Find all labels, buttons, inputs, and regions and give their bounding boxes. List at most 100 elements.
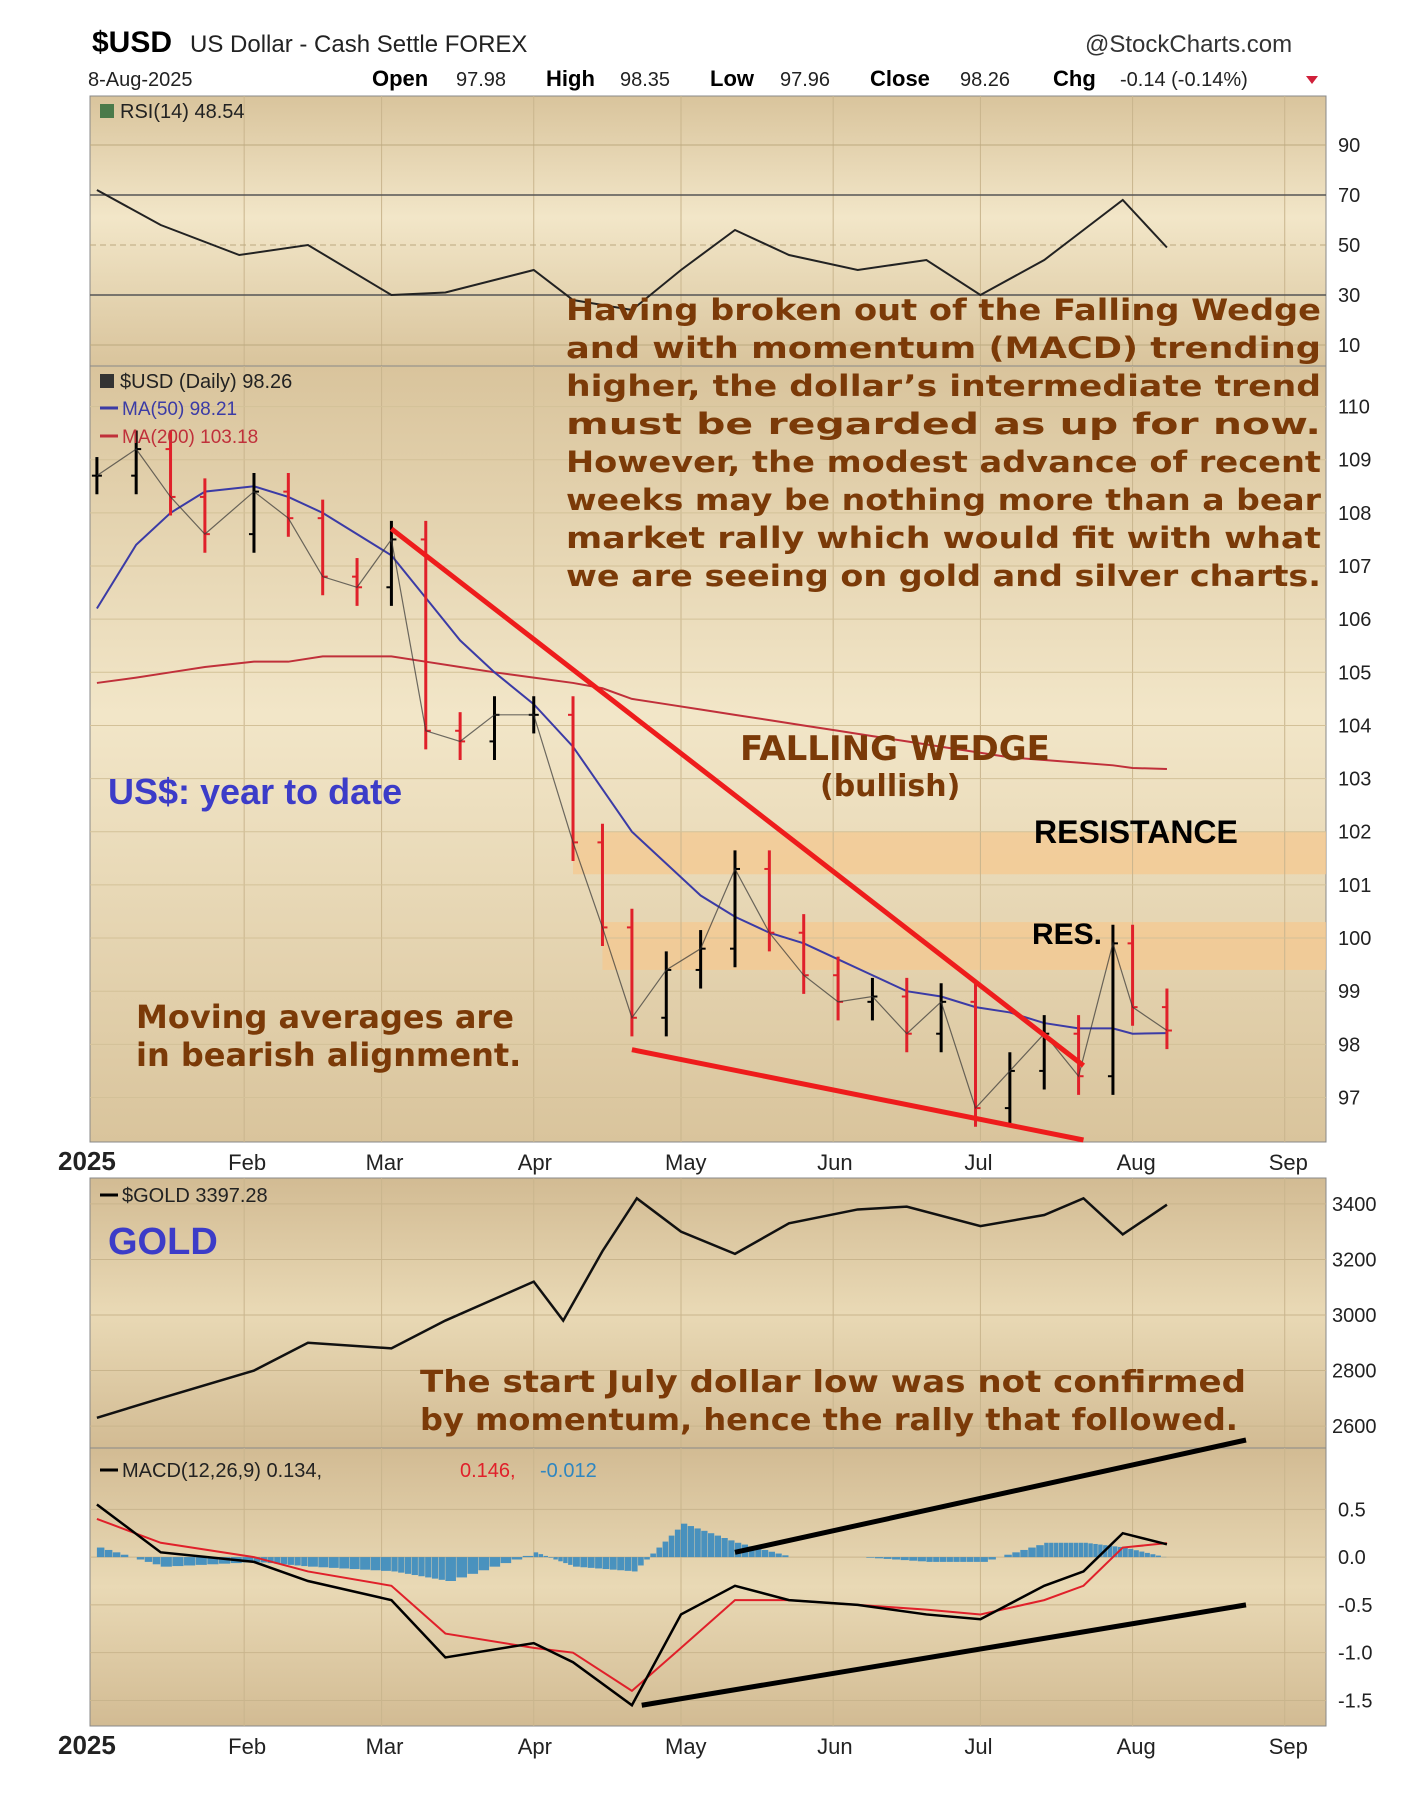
macd-histogram-bar <box>960 1557 966 1562</box>
macd-panel <box>90 1448 1326 1726</box>
macd-histogram-bar <box>782 1555 788 1557</box>
macd-tick-label: -0.5 <box>1338 1595 1372 1617</box>
macd-histogram-bar <box>1064 1543 1068 1557</box>
price-tick-label: 103 <box>1338 769 1371 791</box>
macd-histogram-bar <box>539 1554 543 1557</box>
macd-histogram-bar <box>638 1557 644 1565</box>
macd-histogram-bar <box>398 1557 404 1573</box>
macd-histogram-bar <box>456 1557 467 1577</box>
macd-histogram-bar <box>644 1557 650 1559</box>
macd-histogram-bar <box>602 1557 609 1569</box>
commentary-line-8: we are seeing on gold and silver charts. <box>566 559 1321 593</box>
rsi-legend-text: RSI(14) 48.54 <box>120 101 245 123</box>
macd-histogram-bar <box>1150 1554 1155 1557</box>
x-tick-label: May <box>665 1150 707 1175</box>
macd-histogram-bar <box>153 1557 160 1564</box>
macd-histogram-bar <box>371 1557 381 1570</box>
macd-histogram-bar <box>1054 1543 1058 1557</box>
macd-axis: 0.50.0-0.5-1.0-1.5 <box>1338 1499 1372 1712</box>
macd-histogram-bar <box>184 1557 195 1565</box>
macd-histogram-bar <box>1044 1543 1048 1557</box>
price-tick-label: 101 <box>1338 875 1371 897</box>
year-to-date-title: US$: year to date <box>108 771 402 812</box>
commentary-line-6: weeks may be nothing more than a bear <box>566 483 1322 517</box>
macd-histogram-bar <box>650 1554 656 1558</box>
gold-note-line-1: The start July dollar low was not confir… <box>420 1365 1246 1400</box>
macd-histogram-bar <box>974 1557 980 1562</box>
macd-histogram-bar <box>656 1548 662 1558</box>
price-legend-text: $USD (Daily) 98.26 <box>120 371 292 393</box>
price-tick-label: 107 <box>1338 556 1371 578</box>
res-label: RES. <box>1032 918 1102 951</box>
macd-histogram-bar <box>688 1526 694 1557</box>
macd-histogram-bar <box>391 1557 397 1571</box>
macd-histogram-bar <box>1123 1548 1128 1558</box>
macd-histogram-bar <box>445 1557 456 1581</box>
rsi-tick-label: 90 <box>1338 135 1360 157</box>
gold-legend-text: $GOLD 3397.28 <box>122 1185 268 1207</box>
x-tick-label: Mar <box>366 1150 404 1175</box>
macd-histogram-bar <box>563 1557 567 1563</box>
macd-histogram-bar <box>145 1557 152 1562</box>
low-label: Low <box>710 66 755 91</box>
gold-tick-label: 3400 <box>1332 1194 1377 1216</box>
macd-histogram-bar <box>883 1557 891 1559</box>
open-value: 97.98 <box>456 69 506 91</box>
x-tick-label: Jun <box>817 1150 852 1175</box>
gold-tick-label: 3000 <box>1332 1305 1377 1327</box>
commentary-line-1: Having broken out of the Falling Wedge <box>566 293 1321 327</box>
macd-histogram-bar <box>301 1557 307 1566</box>
open-label: Open <box>372 66 428 91</box>
macd-histogram-bar <box>318 1557 328 1567</box>
macd-histogram-bar <box>1139 1552 1144 1558</box>
macd-legend-hist: -0.012 <box>540 1460 597 1482</box>
macd-histogram-bar <box>708 1533 714 1557</box>
macd-histogram-bar <box>901 1557 909 1560</box>
gold-tick-label: 3200 <box>1332 1249 1377 1271</box>
price-tick-label: 109 <box>1338 450 1371 472</box>
ma-note-line-2: in bearish alignment. <box>136 1036 521 1074</box>
macd-histogram-bar <box>909 1557 917 1561</box>
macd-histogram-bar <box>1156 1556 1161 1558</box>
macd-histogram-bar <box>439 1557 445 1580</box>
price-tick-label: 100 <box>1338 928 1371 950</box>
macd-histogram-bar <box>294 1557 300 1565</box>
macd-histogram-bar <box>762 1550 768 1557</box>
macd-histogram-bar <box>479 1557 490 1570</box>
gold-note-line-2: by momentum, hence the rally that follow… <box>420 1403 1238 1438</box>
x-tick-label: Feb <box>228 1150 266 1175</box>
macd-histogram-bar <box>967 1557 973 1562</box>
x-tick-label: Jun <box>817 1734 852 1759</box>
macd-histogram-bar <box>548 1557 552 1558</box>
macd-histogram-bar <box>866 1557 874 1558</box>
macd-histogram-bar <box>1083 1543 1087 1557</box>
macd-histogram-bar <box>172 1557 183 1566</box>
macd-histogram-bar <box>669 1536 675 1558</box>
x-tick-label: Sep <box>1269 1734 1308 1759</box>
source-credit: @StockCharts.com <box>1085 31 1292 58</box>
macd-histogram-bar <box>113 1552 120 1557</box>
falling-wedge-label: FALLING WEDGE <box>740 729 1050 769</box>
close-value: 98.26 <box>960 69 1010 91</box>
macd-histogram-bar <box>288 1557 294 1565</box>
rsi-legend-icon <box>100 104 114 118</box>
macd-histogram-bar <box>308 1557 318 1567</box>
price-tick-label: 102 <box>1338 822 1371 844</box>
macd-histogram-bar <box>412 1557 418 1575</box>
macd-histogram-bar <box>97 1548 104 1558</box>
x-tick-label: Apr <box>518 1734 552 1759</box>
macd-histogram-bar <box>137 1557 144 1559</box>
macd-histogram-bar <box>350 1557 360 1569</box>
macd-histogram-bar <box>875 1557 883 1558</box>
high-label: High <box>546 66 595 91</box>
x-tick-label: 2025 <box>58 1146 116 1176</box>
macd-histogram-bar <box>940 1557 946 1562</box>
chg-label: Chg <box>1053 66 1096 91</box>
macd-histogram-bar <box>553 1557 557 1559</box>
macd-histogram-bar <box>775 1554 781 1558</box>
macd-histogram-bar <box>926 1557 932 1562</box>
